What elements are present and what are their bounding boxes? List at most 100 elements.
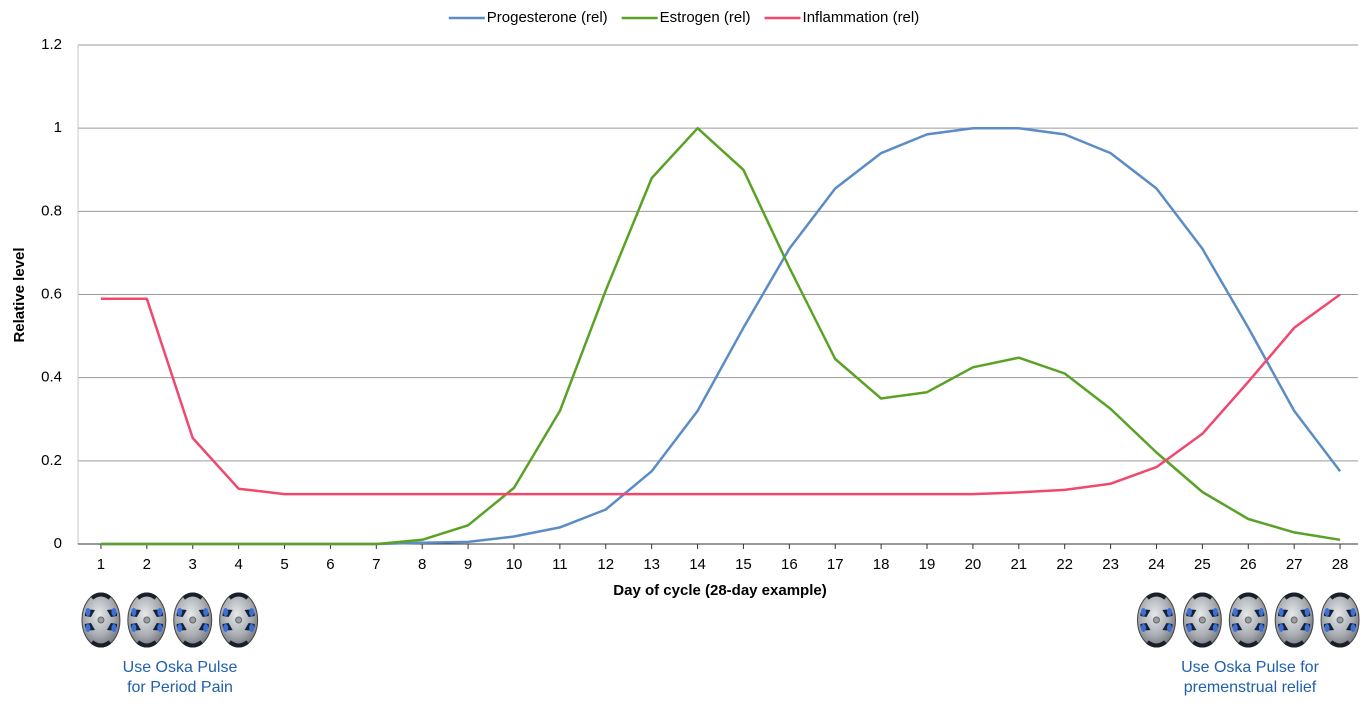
x-axis-label: Day of cycle (28-day example): [613, 582, 826, 599]
device-light: [111, 608, 116, 616]
device-light: [1305, 624, 1310, 632]
x-tick-label: 5: [280, 556, 288, 573]
legend-label: Estrogen (rel): [660, 9, 751, 26]
x-tick-label: 20: [965, 556, 982, 573]
x-tick-label: 27: [1286, 556, 1303, 573]
y-axis-label: Relative level: [11, 247, 28, 342]
device-light: [203, 608, 208, 616]
device-light: [1141, 608, 1146, 616]
series-line: [101, 128, 1340, 544]
device-icon: [1229, 593, 1267, 647]
device-center: [144, 617, 150, 623]
device-light: [249, 624, 254, 632]
device-light: [85, 608, 90, 616]
device-light: [131, 608, 136, 616]
x-tick-label: 3: [189, 556, 197, 573]
device-center: [1337, 617, 1343, 623]
device-light: [1305, 608, 1310, 616]
device-icon: [1321, 593, 1359, 647]
x-tick-label: 28: [1332, 556, 1349, 573]
device-icon: [82, 593, 120, 647]
x-tick-label: 1: [97, 556, 105, 573]
device-center: [236, 617, 242, 623]
device-light: [1167, 608, 1172, 616]
device-light: [1233, 624, 1238, 632]
device-light: [1213, 608, 1218, 616]
device-center: [1245, 617, 1251, 623]
device-icon: [174, 593, 212, 647]
device-light: [249, 608, 254, 616]
device-light: [157, 624, 162, 632]
device-light: [111, 624, 116, 632]
device-light: [1279, 624, 1284, 632]
y-tick-label: 0.2: [41, 452, 62, 469]
x-tick-label: 26: [1240, 556, 1257, 573]
y-tick-label: 0: [54, 535, 62, 552]
device-light: [1325, 608, 1330, 616]
device-light: [1187, 624, 1192, 632]
y-tick-label: 1.2: [41, 36, 62, 53]
device-light: [1279, 608, 1284, 616]
x-tick-label: 9: [464, 556, 472, 573]
device-light: [1167, 624, 1172, 632]
y-tick-label: 0.4: [41, 369, 62, 386]
x-tick-label: 4: [234, 556, 242, 573]
device-light: [1259, 624, 1264, 632]
page: Relative level Day of cycle (28-day exam…: [0, 0, 1368, 708]
x-tick-label: 18: [873, 556, 890, 573]
device-center: [98, 617, 104, 623]
annotation: Use Oska Pulse for: [1181, 659, 1320, 676]
x-tick-label: 14: [689, 556, 706, 573]
x-tick-label: 8: [418, 556, 426, 573]
y-tick-label: 1: [54, 119, 62, 136]
annotation: premenstrual relief: [1184, 679, 1317, 696]
device-icon: [1137, 593, 1175, 647]
series-line: [101, 295, 1340, 495]
series-line: [101, 128, 1340, 544]
x-tick-label: 17: [827, 556, 844, 573]
x-tick-label: 6: [326, 556, 334, 573]
x-tick-label: 2: [143, 556, 151, 573]
device-icon: [220, 593, 258, 647]
device-light: [85, 624, 90, 632]
device-light: [1325, 624, 1330, 632]
x-tick-label: 13: [643, 556, 660, 573]
device-light: [177, 608, 182, 616]
x-tick-label: 15: [735, 556, 752, 573]
annotation: Use Oska Pulse: [123, 659, 238, 676]
legend-label: Inflammation (rel): [803, 9, 920, 26]
device-icon: [1275, 593, 1313, 647]
device-icon: [1183, 593, 1221, 647]
device-light: [1187, 608, 1192, 616]
chart: Relative level Day of cycle (28-day exam…: [0, 0, 1368, 708]
x-tick-label: 21: [1010, 556, 1027, 573]
x-tick-label: 19: [919, 556, 936, 573]
x-tick-label: 10: [506, 556, 523, 573]
y-tick-label: 0.6: [41, 285, 62, 302]
x-tick-label: 24: [1148, 556, 1165, 573]
device-light: [1351, 624, 1356, 632]
legend: Progesterone (rel) Estrogen (rel) Inflamma…: [449, 9, 919, 26]
device-light: [157, 608, 162, 616]
device-light: [1213, 624, 1218, 632]
device-center: [190, 617, 196, 623]
y-tick-label: 0.8: [41, 202, 62, 219]
device-light: [1141, 624, 1146, 632]
device-light: [177, 624, 182, 632]
device-light: [1233, 608, 1238, 616]
device-center: [1153, 617, 1159, 623]
device-center: [1291, 617, 1297, 623]
device-light: [1259, 608, 1264, 616]
device-light: [223, 608, 228, 616]
x-tick-label: 25: [1194, 556, 1211, 573]
device-light: [223, 624, 228, 632]
legend-label: Progesterone (rel): [487, 9, 608, 26]
device-icon: [128, 593, 166, 647]
x-tick-label: 12: [597, 556, 614, 573]
x-tick-label: 7: [372, 556, 380, 573]
device-center: [1199, 617, 1205, 623]
x-tick-label: 23: [1102, 556, 1119, 573]
device-light: [1351, 608, 1356, 616]
x-tick-label: 11: [552, 556, 568, 573]
device-light: [203, 624, 208, 632]
